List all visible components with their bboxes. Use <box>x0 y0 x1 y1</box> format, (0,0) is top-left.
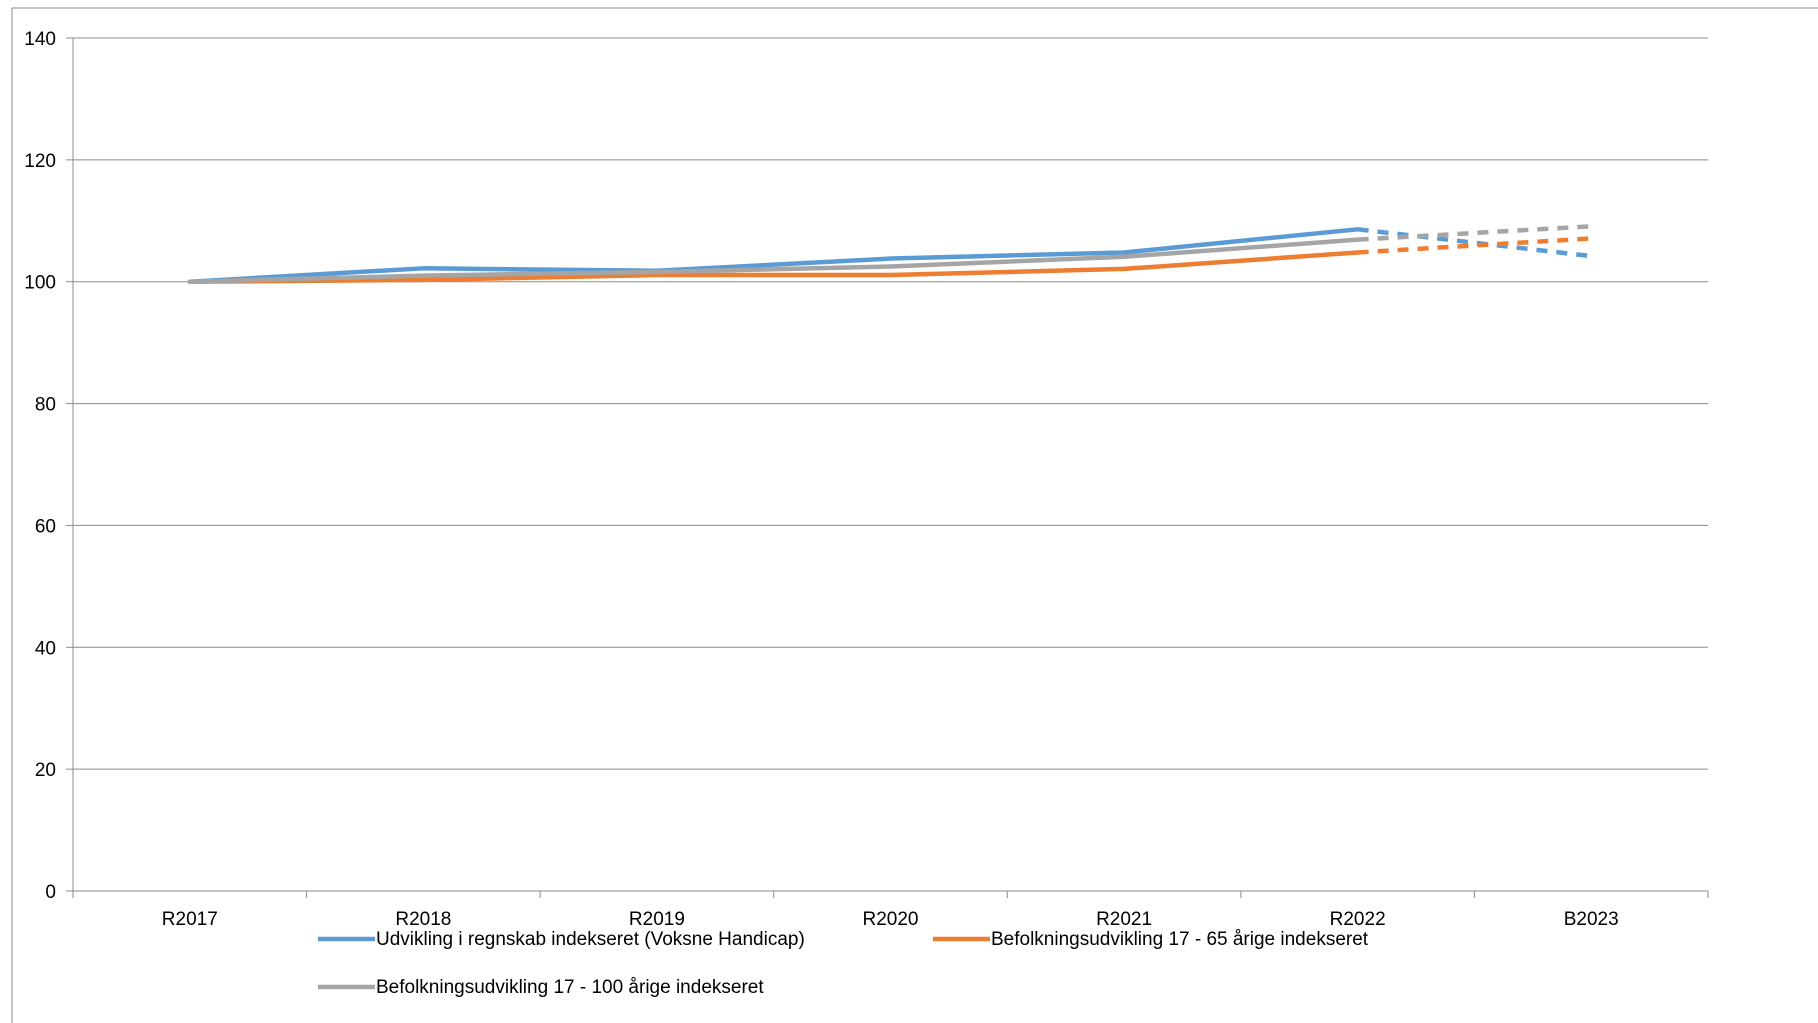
series-line <box>187 224 1592 284</box>
x-tick-label: R2020 <box>863 909 919 930</box>
x-tick-label: B2023 <box>1564 909 1619 930</box>
legend-item: Udvikling i regnskab indekseret (Voksne … <box>318 929 805 950</box>
legend-label: Befolkningsudvikling 17 - 100 årige inde… <box>376 977 764 998</box>
legend-label: Udvikling i regnskab indekseret (Voksne … <box>376 929 805 950</box>
series-line-projection <box>1357 227 1592 259</box>
series-line-solid <box>187 237 1360 284</box>
y-tick-label: 80 <box>35 395 56 416</box>
y-tick-label: 120 <box>24 151 56 172</box>
legend-label: Befolkningsudvikling 17 - 65 årige indek… <box>991 929 1369 950</box>
x-tick-label: R2019 <box>629 909 685 930</box>
y-tick-label: 0 <box>45 882 56 903</box>
series-line-solid <box>187 250 1360 284</box>
y-tick-label: 40 <box>35 638 56 659</box>
legend-item: Befolkningsudvikling 17 - 65 årige indek… <box>933 929 1369 950</box>
y-tick-label: 140 <box>24 29 56 50</box>
y-tick-label: 20 <box>35 760 56 781</box>
series-line-projection <box>1357 224 1592 242</box>
y-tick-label: 100 <box>24 273 56 294</box>
legend-item: Befolkningsudvikling 17 - 100 årige inde… <box>318 977 764 998</box>
series-line-projection <box>1357 236 1592 255</box>
y-tick-label: 60 <box>35 516 56 537</box>
series-line-solid <box>187 227 1360 284</box>
x-tick-label: R2022 <box>1330 909 1386 930</box>
chart-border <box>11 7 1818 1023</box>
x-tick-label: R2018 <box>395 909 451 930</box>
x-tick-label: R2017 <box>162 909 218 930</box>
x-tick-label: R2021 <box>1096 909 1152 930</box>
